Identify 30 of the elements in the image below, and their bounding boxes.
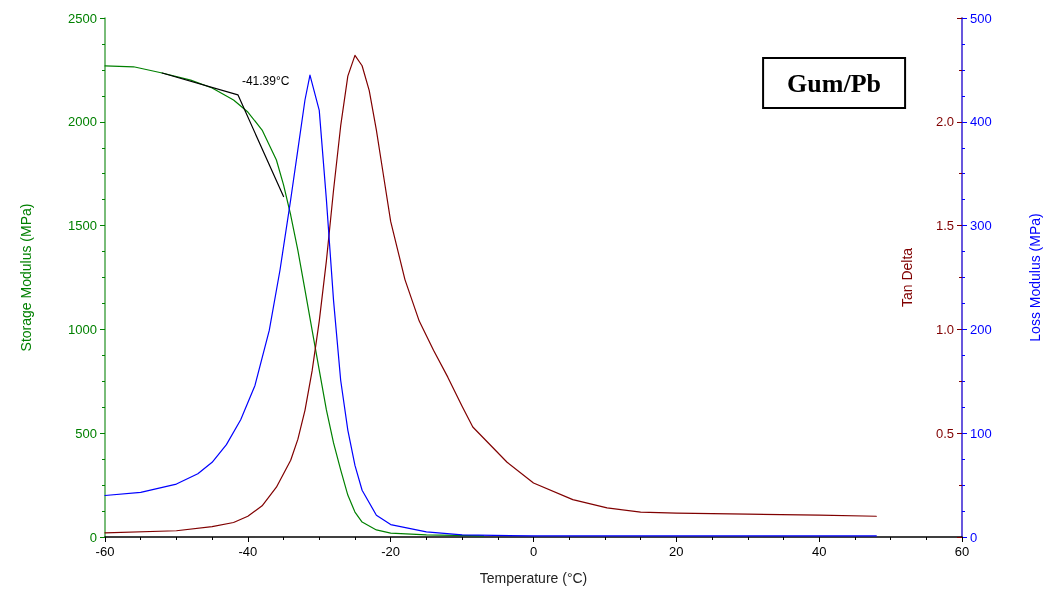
y-tick-label: 2500 — [68, 10, 97, 26]
text: Gum/Pb — [787, 68, 882, 98]
y3-tick-label: 100 — [970, 425, 992, 441]
y2-axis-title: Tan Delta — [899, 247, 915, 308]
y2-tick-label: 1.0 — [935, 321, 954, 337]
y-tick-label: 500 — [75, 425, 97, 441]
x-axis-title: Temperature (°C) — [479, 570, 588, 586]
line-series — [104, 65, 485, 537]
y3-tick-label: 300 — [970, 218, 992, 234]
y-tick-label: 1500 — [68, 218, 97, 234]
x-tick-label: 20 — [669, 544, 684, 559]
y3-tick-label: 200 — [970, 321, 992, 337]
x-tick-label: 40 — [811, 544, 827, 559]
annotation: -41.39°C — [241, 73, 290, 88]
y3-axis-title: Loss Modulus (MPa) — [1027, 213, 1043, 342]
x-tick-label: -40 — [238, 544, 258, 559]
y3-tick-label: 500 — [970, 10, 992, 26]
x-tick-label: -60 — [95, 544, 115, 559]
y-tick-label: 0 — [89, 529, 97, 545]
y2-tick-label: 2.0 — [935, 114, 954, 130]
x-tick-label: 0 — [529, 544, 538, 559]
y3-tick-label: 400 — [970, 114, 992, 130]
y2-tick-label: 1.5 — [935, 218, 954, 234]
y2-tick-label: 0.5 — [935, 425, 954, 441]
y3-tick-label: 0 — [970, 529, 978, 545]
y-axis-title: Storage Modulus (MPa) — [18, 203, 34, 352]
x-tick-label: 60 — [954, 544, 970, 559]
y-tick-label: 2000 — [68, 114, 97, 130]
x-tick-label: -20 — [381, 544, 401, 559]
y-tick-label: 1000 — [68, 321, 97, 337]
